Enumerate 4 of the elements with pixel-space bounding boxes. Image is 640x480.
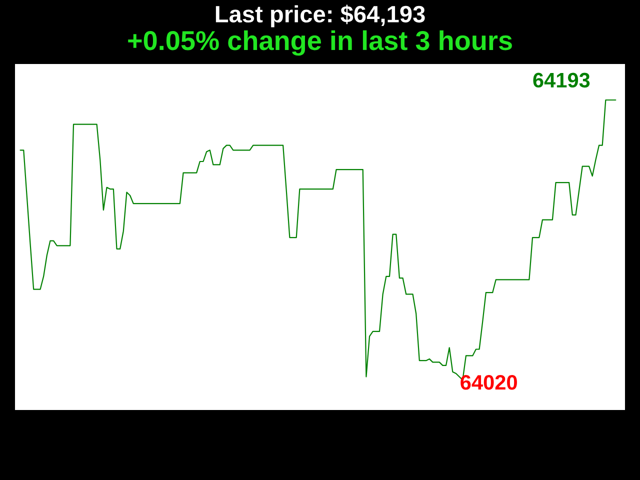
chart-title: Last price: $64,193 xyxy=(216,4,425,28)
data-label: 64020 xyxy=(460,375,517,390)
chart-subtitle: +0.05% change in last 3 hours xyxy=(128,30,512,56)
data-label: 64193 xyxy=(533,72,590,88)
